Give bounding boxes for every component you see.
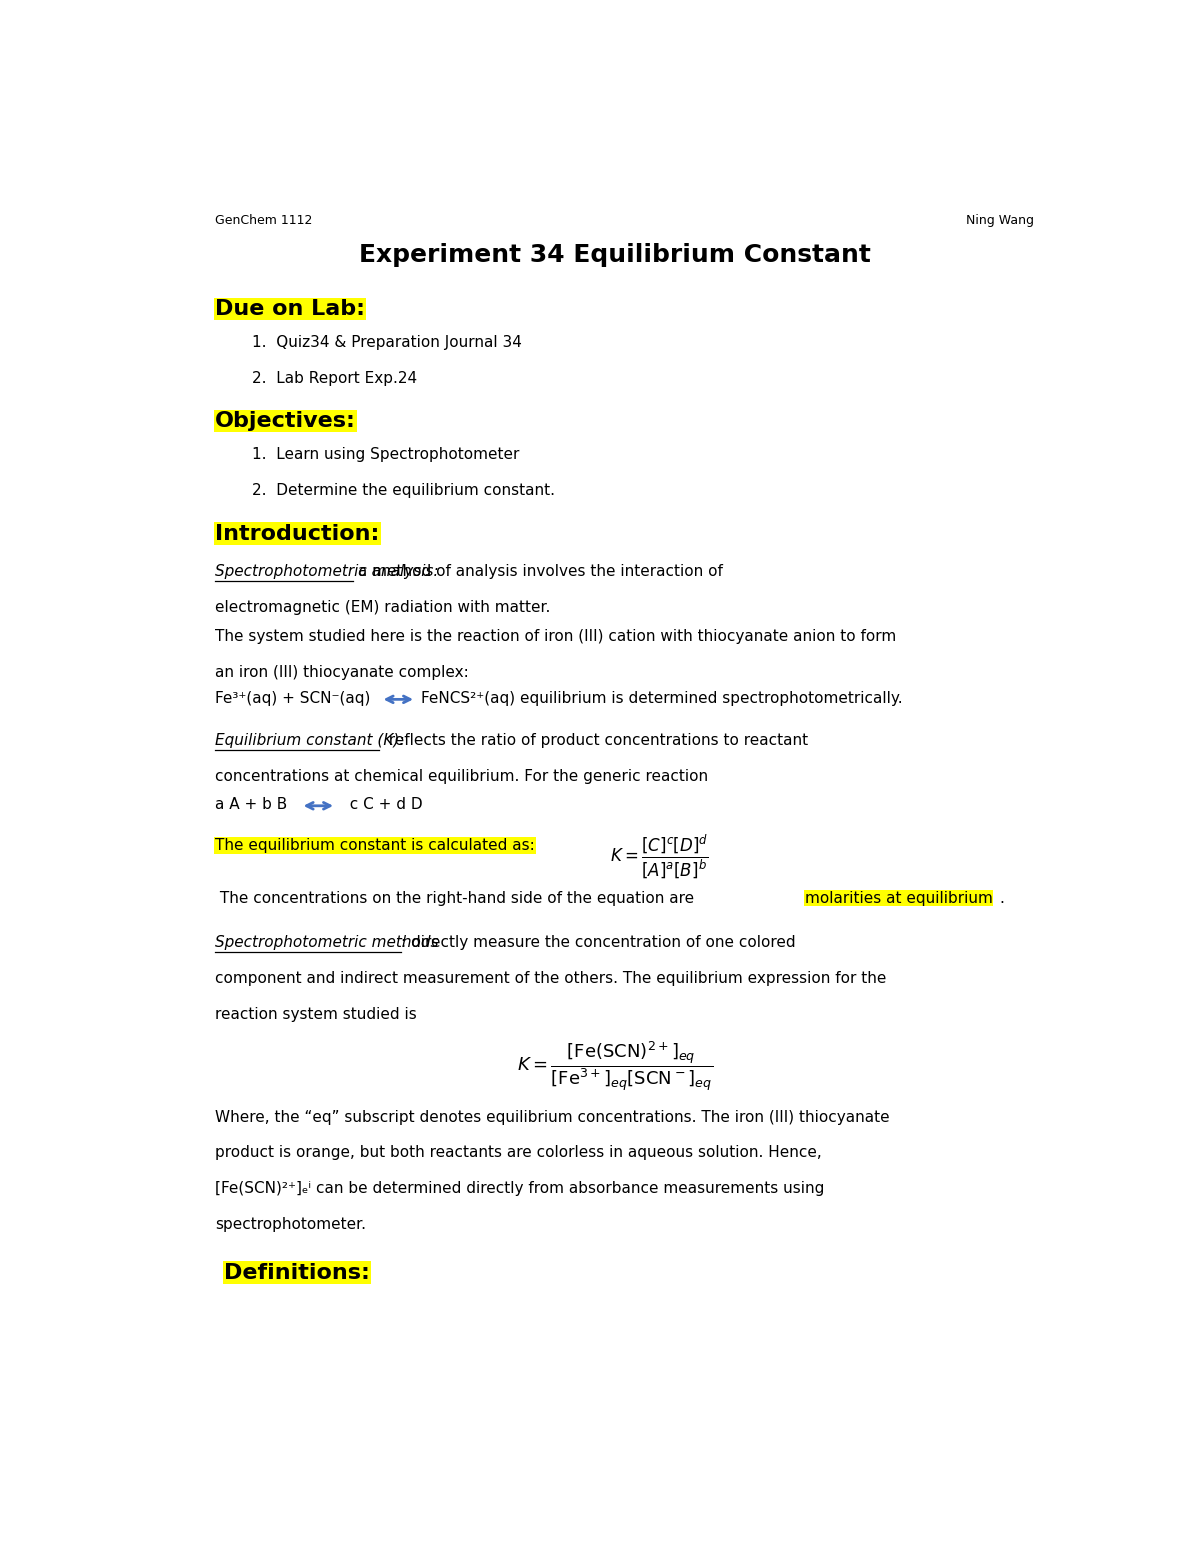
Text: 1.  Learn using Spectrophotometer: 1. Learn using Spectrophotometer: [252, 447, 520, 463]
Text: The equilibrium constant is calculated as:: The equilibrium constant is calculated a…: [215, 839, 535, 853]
Text: 2.  Determine the equilibrium constant.: 2. Determine the equilibrium constant.: [252, 483, 556, 499]
Text: spectrophotometer.: spectrophotometer.: [215, 1218, 366, 1232]
Text: $K = \dfrac{[C]^c[D]^d}{[A]^a[B]^b}$: $K = \dfrac{[C]^c[D]^d}{[A]^a[B]^b}$: [611, 832, 709, 881]
Text: reflects the ratio of product concentrations to reactant: reflects the ratio of product concentrat…: [379, 733, 808, 749]
Text: Ning Wang: Ning Wang: [966, 214, 1033, 227]
Text: 2.  Lab Report Exp.24: 2. Lab Report Exp.24: [252, 371, 418, 385]
Text: c C + d D: c C + d D: [340, 797, 422, 812]
Text: reaction system studied is: reaction system studied is: [215, 1006, 416, 1022]
Text: Spectrophotometric analysis:: Spectrophotometric analysis:: [215, 564, 439, 579]
Text: Experiment 34 Equilibrium Constant: Experiment 34 Equilibrium Constant: [359, 242, 871, 267]
Text: $K = \dfrac{[\mathrm{Fe(SCN)}^{2+}]_{eq}}{[\mathrm{Fe}^{3+}]_{eq}[\mathrm{SCN}^-: $K = \dfrac{[\mathrm{Fe(SCN)}^{2+}]_{eq}…: [517, 1039, 713, 1093]
Text: concentrations at chemical equilibrium. For the generic reaction: concentrations at chemical equilibrium. …: [215, 769, 708, 784]
Text: Due on Lab:: Due on Lab:: [215, 298, 365, 318]
Text: FeNCS²⁺(aq) equilibrium is determined spectrophotometrically.: FeNCS²⁺(aq) equilibrium is determined sp…: [421, 691, 902, 707]
Text: molarities at equilibrium: molarities at equilibrium: [805, 891, 992, 905]
Text: Introduction:: Introduction:: [215, 523, 379, 544]
Text: Objectives:: Objectives:: [215, 412, 356, 432]
Text: product is orange, but both reactants are colorless in aqueous solution. Hence,: product is orange, but both reactants ar…: [215, 1146, 822, 1160]
Text: an iron (III) thiocyanate complex:: an iron (III) thiocyanate complex:: [215, 665, 469, 680]
Text: Where, the “eq” subscript denotes equilibrium concentrations. The iron (III) thi: Where, the “eq” subscript denotes equili…: [215, 1109, 889, 1124]
Text: GenChem 1112: GenChem 1112: [215, 214, 312, 227]
Text: : directly measure the concentration of one colored: : directly measure the concentration of …: [401, 935, 796, 950]
Text: component and indirect measurement of the others. The equilibrium expression for: component and indirect measurement of th…: [215, 971, 887, 986]
Text: a method of analysis involves the interaction of: a method of analysis involves the intera…: [353, 564, 722, 579]
Text: 1.  Quiz34 & Preparation Journal 34: 1. Quiz34 & Preparation Journal 34: [252, 334, 522, 349]
Text: .: .: [1000, 891, 1004, 905]
Text: electromagnetic (EM) radiation with matter.: electromagnetic (EM) radiation with matt…: [215, 599, 551, 615]
Text: The concentrations on the right-hand side of the equation are: The concentrations on the right-hand sid…: [215, 891, 700, 905]
Text: The system studied here is the reaction of iron (III) cation with thiocyanate an: The system studied here is the reaction …: [215, 629, 896, 644]
Text: Spectrophotometric methods: Spectrophotometric methods: [215, 935, 439, 950]
Text: [Fe(SCN)²⁺]ₑⁱ can be determined directly from absorbance measurements using: [Fe(SCN)²⁺]ₑⁱ can be determined directly…: [215, 1182, 824, 1196]
Text: Equilibrium constant (K):: Equilibrium constant (K):: [215, 733, 404, 749]
Text: Fe³⁺(aq) + SCN⁻(aq): Fe³⁺(aq) + SCN⁻(aq): [215, 691, 380, 707]
Text: a A + b B: a A + b B: [215, 797, 298, 812]
Text: Definitions:: Definitions:: [224, 1263, 371, 1283]
